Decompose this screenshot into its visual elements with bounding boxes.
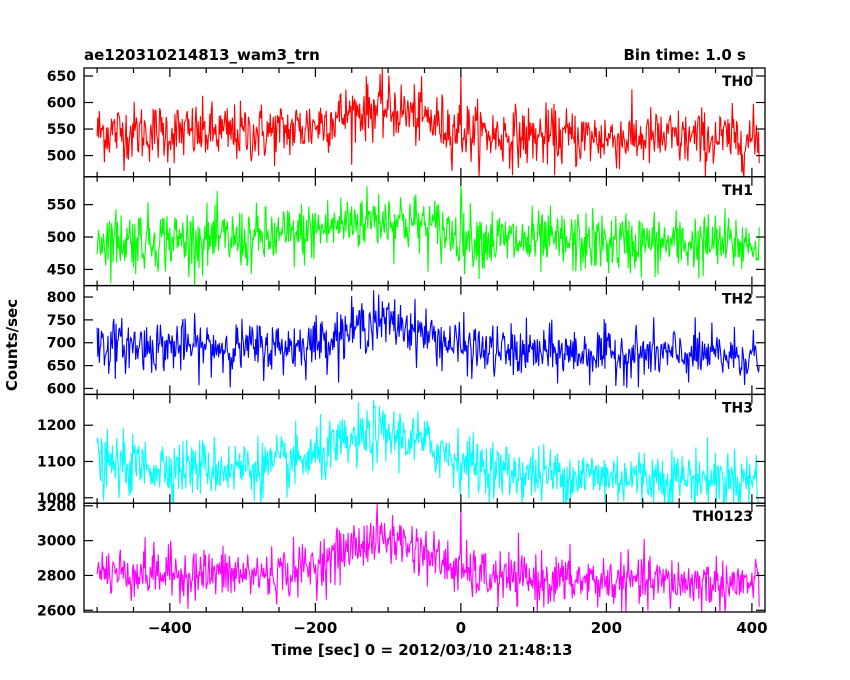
- panel-th2: 600 650 700 750 800 TH2: [47, 284, 766, 397]
- y-tick-label: 500: [47, 230, 76, 246]
- y-tick-label: 650: [47, 69, 76, 85]
- x-tick-label: 0: [456, 619, 466, 637]
- bin-time-label: Bin time: 1.0 s: [623, 46, 746, 64]
- y-tick-label: 550: [47, 198, 76, 214]
- y-tick-label: 700: [47, 336, 76, 352]
- y-axis-label: Counts/sec: [3, 299, 21, 391]
- y-tick-label: 1000: [37, 491, 76, 507]
- series-line-th2: [96, 290, 760, 388]
- panel-label: TH2: [722, 292, 753, 308]
- y-tick-label: 3200: [37, 499, 76, 515]
- y-tick-label: 450: [47, 262, 76, 278]
- y-tick-label: 600: [47, 381, 76, 397]
- y-tick-label: 3000: [37, 534, 76, 550]
- y-tick-label: 600: [47, 95, 76, 111]
- y-tick-label: 750: [47, 313, 76, 329]
- y-tick-label: 800: [47, 290, 76, 306]
- x-tick-label: 200: [591, 619, 622, 637]
- panel-label: TH0: [722, 74, 753, 90]
- panel-th1: 450 500 550 TH1: [47, 176, 766, 287]
- x-tick-label: −400: [148, 619, 192, 637]
- panel-th0123: 2600 2800 3000 3200 TH0123: [37, 499, 766, 619]
- panel-label: TH0123: [693, 509, 753, 525]
- y-tick-label: 550: [47, 122, 76, 138]
- panel-label: TH1: [722, 183, 753, 199]
- y-tick-label: 2600: [37, 603, 76, 619]
- panel-frame: [83, 176, 766, 287]
- panel-frame: [83, 67, 766, 178]
- y-tick-label: 500: [47, 149, 76, 165]
- panel-label: TH3: [722, 400, 753, 416]
- panel-th0: 500 550 600 650 TH0: [47, 67, 766, 178]
- chart-title: ae120310214813_wam3_trn: [84, 46, 320, 64]
- y-tick-label: 1100: [37, 454, 76, 470]
- series-line-th3: [96, 399, 760, 506]
- y-tick-label: 650: [47, 359, 76, 375]
- y-tick-label: 1200: [37, 418, 76, 434]
- series-line-th0123: [96, 503, 760, 613]
- panels-group: 500 550 600 650 TH0 450 500 550 TH1 600 650 700 750 8…: [37, 67, 768, 637]
- x-axis-label: Time [sec] 0 = 2012/03/10 21:48:13: [271, 641, 572, 659]
- x-tick-label: −200: [293, 619, 337, 637]
- series-line-th1: [96, 185, 760, 286]
- y-tick-label: 2800: [37, 568, 76, 584]
- series-line-th0: [96, 68, 760, 177]
- panel-th3: 1000 1100 1200 TH3: [37, 393, 766, 507]
- x-tick-label: 400: [736, 619, 767, 637]
